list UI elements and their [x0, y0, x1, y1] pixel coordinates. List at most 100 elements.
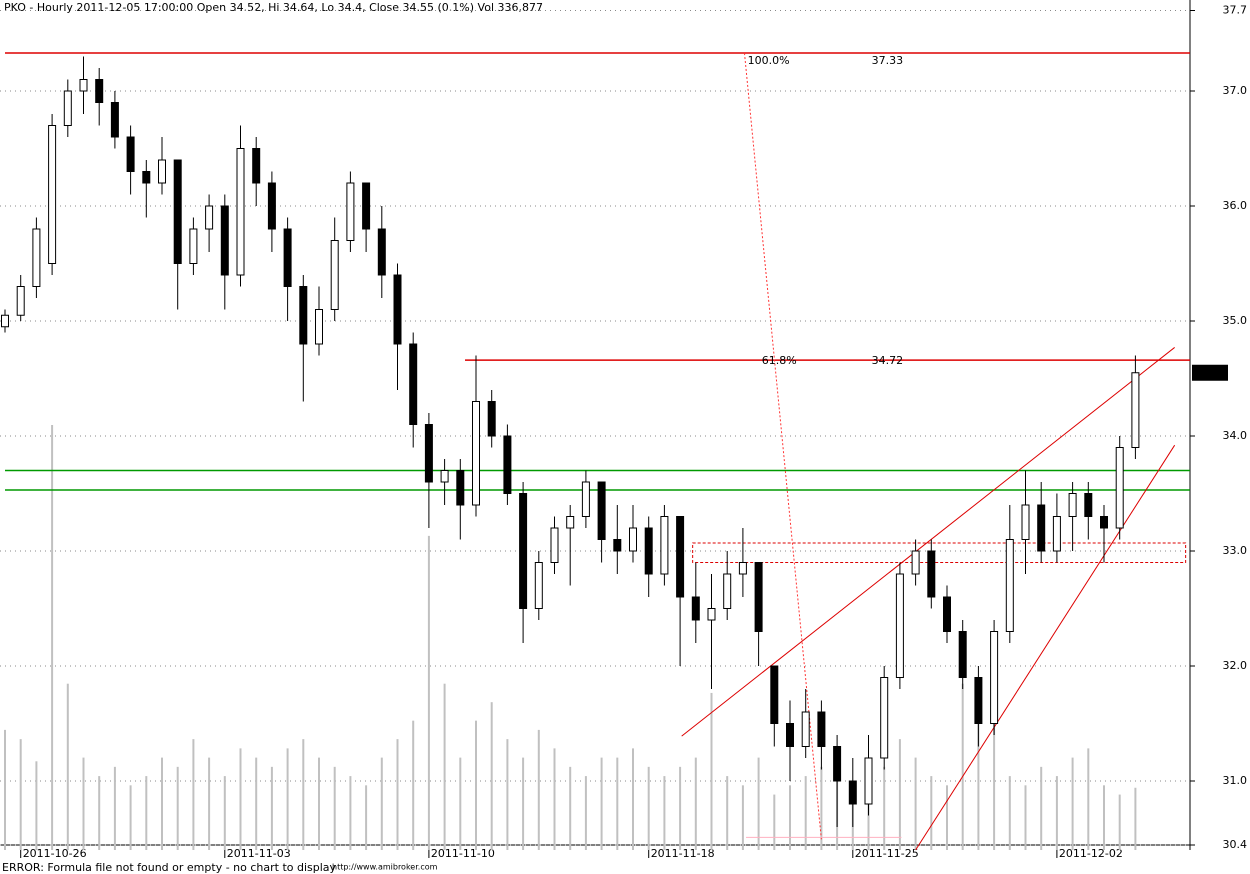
volume-bar	[51, 425, 54, 850]
volume-bar	[522, 757, 525, 850]
candle-body	[173, 159, 182, 264]
volume-bar	[820, 766, 823, 850]
candle-body	[32, 228, 41, 287]
y-tick-label: 32.0	[1223, 659, 1248, 672]
last-price-label: 34.55	[1195, 366, 1227, 379]
candle-body	[990, 631, 999, 724]
volume-bar	[1055, 776, 1058, 850]
x-tick-label: 2011-12-02	[1059, 847, 1123, 860]
candle-body	[1005, 539, 1014, 632]
candle-body	[738, 562, 747, 575]
volume-bar	[883, 766, 886, 850]
volume-bar	[396, 739, 399, 850]
candle-body	[503, 435, 512, 494]
candle-body	[707, 608, 716, 621]
candle-body	[1100, 516, 1108, 529]
volume-bar	[1024, 785, 1027, 850]
candle-body	[895, 573, 904, 678]
candle-body	[723, 573, 732, 609]
volume-bar	[35, 761, 38, 850]
candle-body	[16, 286, 25, 316]
candle-body	[487, 401, 496, 437]
y-tick-label: 37.0	[1223, 84, 1248, 97]
candle-body	[754, 562, 763, 632]
candle-body	[1052, 516, 1061, 552]
candle-body	[79, 79, 88, 92]
candle-body	[158, 159, 166, 184]
candle-body	[409, 343, 418, 425]
candle-body	[267, 182, 276, 230]
candle-body	[440, 470, 449, 483]
volume-bar	[663, 776, 666, 850]
candle-body	[566, 516, 575, 529]
candle-body	[362, 182, 371, 230]
candle-body	[315, 309, 323, 345]
volume-bar	[4, 729, 6, 850]
volume-bar	[286, 748, 289, 850]
volume-bar	[349, 776, 352, 850]
volume-bar	[804, 776, 807, 850]
chart-title: PKO - Hourly 2011-12-05 17:00:00 Open 34…	[4, 1, 543, 14]
candle-body	[880, 677, 889, 759]
volume-bar	[647, 766, 650, 850]
candle-body	[205, 205, 214, 230]
volume-bar	[365, 785, 368, 850]
candle-body	[424, 424, 433, 483]
volume-bar	[741, 785, 744, 850]
fib-price: 37.33	[872, 54, 904, 67]
fib-price: 34.72	[872, 354, 904, 367]
volume-bar	[19, 739, 22, 850]
candle-body	[786, 723, 794, 747]
y-tick-label: 31.0	[1223, 774, 1248, 787]
y-tick-label: 36.0	[1223, 199, 1248, 212]
candle-body	[220, 205, 229, 276]
volume-bar	[1134, 787, 1137, 850]
candle-body	[644, 527, 653, 575]
fib-level: 61.8%	[762, 354, 797, 367]
volume-bar	[302, 739, 305, 850]
candle-body	[691, 596, 700, 621]
candle-body	[283, 228, 292, 287]
candle-body	[377, 228, 386, 276]
candle-body	[676, 516, 685, 598]
candle-body	[911, 550, 920, 575]
candle-body	[597, 481, 606, 540]
volume-bar	[255, 757, 258, 850]
candle-body	[1037, 504, 1046, 552]
candle-body	[848, 780, 857, 805]
candle-body	[974, 677, 983, 724]
candle-body	[864, 757, 873, 805]
candle-body	[1021, 504, 1030, 540]
trendline	[915, 444, 1176, 851]
volume-bar	[1087, 748, 1090, 850]
y-tick-label: 30.4	[1223, 838, 1248, 851]
volume-bar	[537, 729, 540, 850]
candle-body	[613, 539, 622, 552]
candle-body	[817, 711, 826, 747]
candle-body	[534, 562, 543, 609]
volume-bar	[98, 776, 101, 850]
volume-bar	[318, 757, 320, 850]
volume-bar	[270, 766, 273, 850]
volume-bar	[1118, 794, 1121, 850]
candle-body	[958, 631, 967, 678]
volume-bar	[1103, 785, 1105, 850]
volume-bar	[176, 766, 179, 850]
volume-bar	[600, 757, 603, 850]
candle-body	[1, 314, 9, 328]
candle-body	[519, 493, 528, 609]
footer: ERROR: Formula file not found or empty -…	[2, 861, 337, 874]
volume-bar	[584, 776, 587, 850]
candle-body	[801, 711, 810, 747]
volume-bar	[914, 757, 917, 850]
x-tick-label: 2011-11-25	[855, 847, 919, 860]
volume-bar	[898, 739, 901, 850]
volume-bar	[757, 757, 760, 850]
x-tick-label: 2011-11-03	[227, 847, 291, 860]
volume-bar	[1008, 776, 1011, 850]
last-price-box	[1192, 364, 1228, 381]
volume-bar	[459, 757, 462, 850]
candle-body	[943, 596, 951, 632]
candle-body	[1131, 372, 1140, 448]
